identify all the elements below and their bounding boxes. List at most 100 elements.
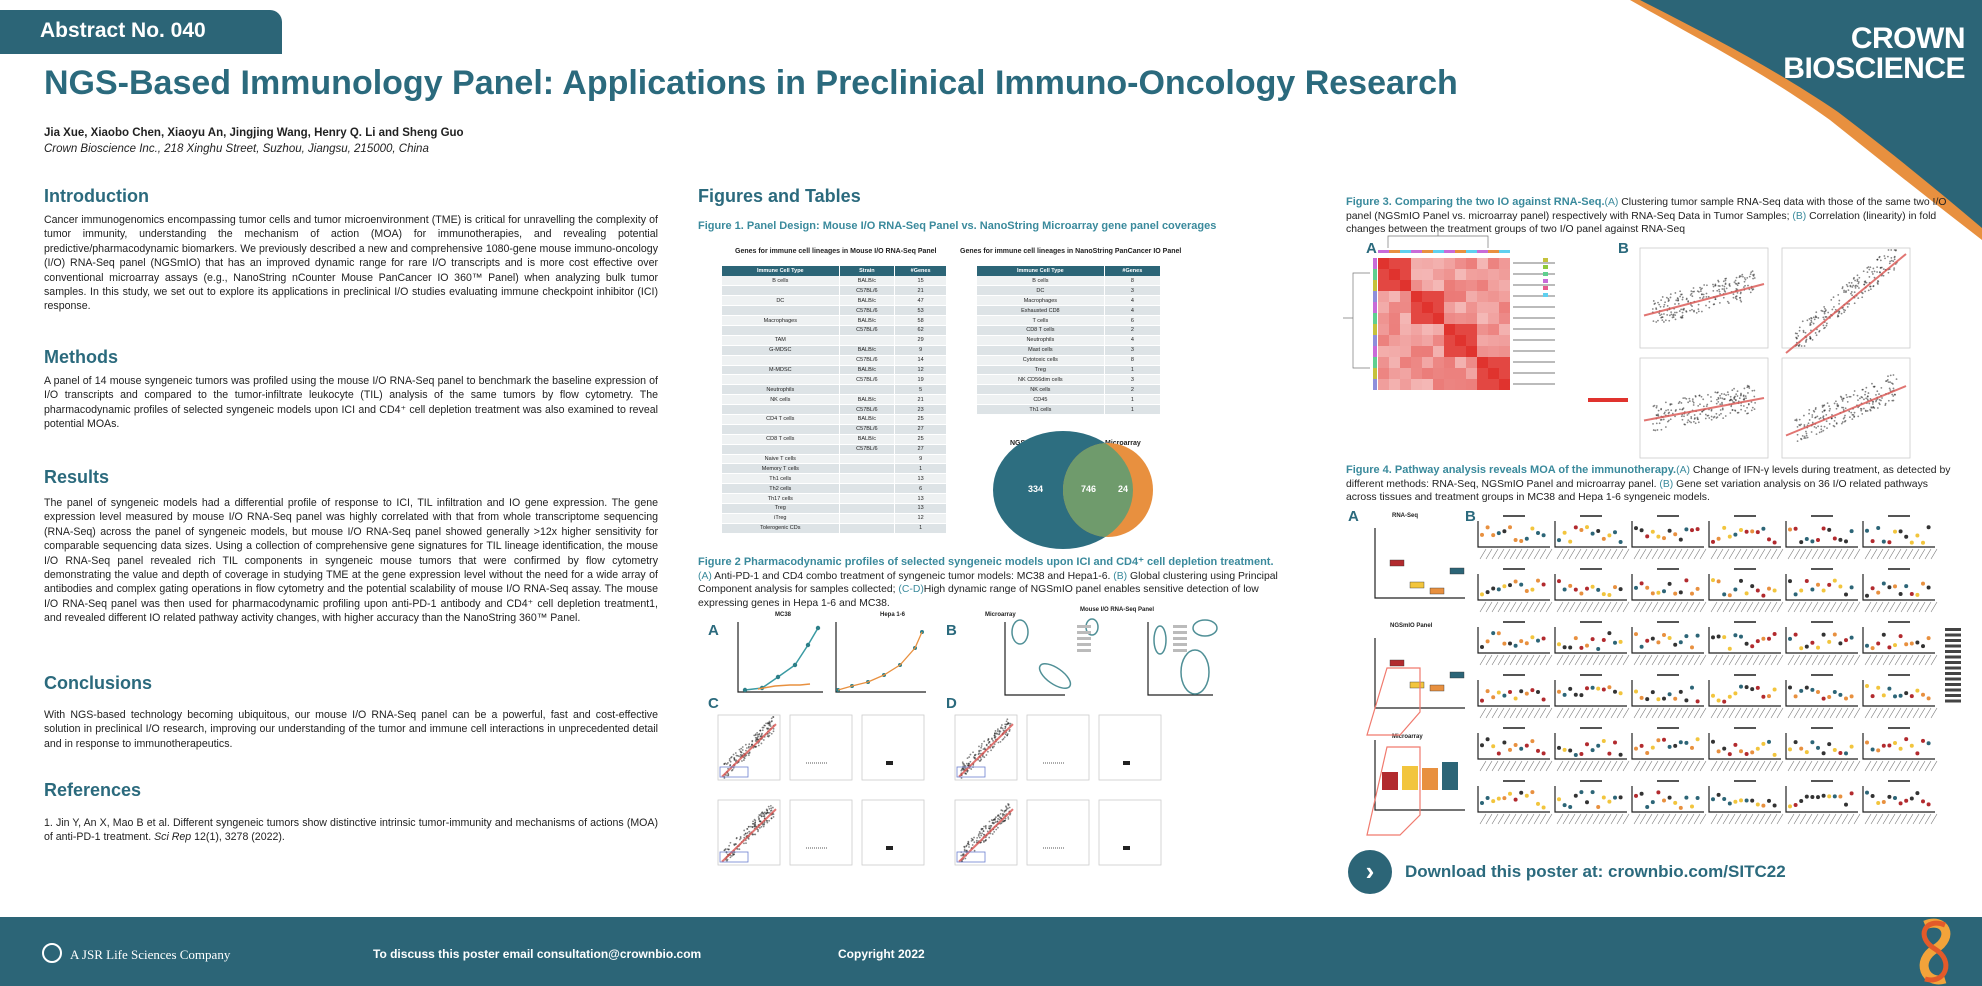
tick-label [1918, 813, 1926, 825]
axis [1477, 680, 1550, 707]
heatmap-cell [1488, 346, 1499, 357]
heatmap-cell [1466, 258, 1477, 269]
tick-label [1900, 548, 1908, 560]
scatter-point [1701, 293, 1703, 296]
scatter-point [1662, 305, 1665, 308]
subplot-title [1503, 780, 1525, 782]
plot-frame [1781, 247, 1911, 349]
scatter-point [1689, 294, 1692, 296]
scatter-point [1805, 430, 1807, 433]
tick-label [1728, 760, 1736, 772]
heatmap-cell [1455, 258, 1466, 269]
heatmap-cell [1444, 258, 1455, 269]
tick-label [1586, 601, 1594, 613]
tick-label [1888, 601, 1896, 613]
data-point [1485, 795, 1490, 800]
subplot-title [1657, 674, 1679, 676]
data-point [1804, 579, 1809, 584]
data-point [1519, 639, 1524, 644]
data-point [1590, 790, 1595, 795]
axis [1708, 680, 1781, 707]
scatter-point [1710, 418, 1713, 421]
scatter-point [997, 814, 1000, 817]
subplot-title [1811, 727, 1833, 729]
scatter-point [1800, 345, 1803, 347]
tick-label [1728, 601, 1736, 613]
scatter-point [1820, 430, 1823, 433]
scatter-point [1007, 807, 1009, 810]
column-annotation [1444, 250, 1455, 253]
scatter-point [770, 717, 773, 720]
scatter-point [1679, 316, 1682, 319]
scatter-point [1730, 405, 1733, 408]
data-point [1898, 746, 1903, 751]
download-link[interactable]: Download this poster at: crownbio.com/SI… [1405, 862, 1786, 881]
scatter-point [1840, 312, 1843, 315]
tick-label [1693, 760, 1701, 772]
scatter-point [1729, 285, 1731, 287]
scatter-point [993, 830, 996, 833]
scatter-point [1803, 424, 1806, 426]
scatter-point [987, 742, 990, 744]
scatter-point [1685, 397, 1688, 400]
scatter-point [1665, 409, 1667, 412]
data-point [1513, 643, 1518, 648]
tick-label [1864, 760, 1872, 772]
scatter-point [1701, 410, 1704, 413]
tick-label [1515, 813, 1523, 825]
tick-label [1710, 760, 1718, 772]
scatter-point [1667, 408, 1670, 411]
tick-label [1616, 707, 1624, 719]
scatter-point [1694, 422, 1697, 425]
data-point [1480, 698, 1484, 703]
contact-email[interactable]: To discuss this poster email consultatio… [373, 947, 702, 961]
heatmap-cell [1477, 324, 1488, 335]
scatter-point [960, 777, 963, 779]
scatter-point [1724, 291, 1727, 293]
scatter-point [964, 765, 967, 767]
scatter-point [1702, 398, 1705, 401]
heatmap-cell [1389, 379, 1400, 390]
crown-bioscience-logo: CROWN BIOSCIENCE [1783, 22, 1965, 85]
data-point [1662, 633, 1666, 638]
scatter-point [766, 728, 769, 730]
table-row: C57BL/6 27 [722, 444, 947, 455]
scatter-point [1724, 279, 1727, 282]
table-row: NK CD56dim cells 3 [977, 374, 1162, 386]
tick-label [1888, 654, 1896, 666]
scatter-point [980, 758, 983, 761]
scatter-point [730, 755, 733, 758]
tick-label [1906, 548, 1914, 560]
column-annotation [1455, 250, 1466, 253]
scatter-point [1706, 284, 1708, 287]
tick-label [1497, 601, 1505, 613]
tick-label [1823, 601, 1831, 613]
data-point [1772, 588, 1777, 593]
data-point [1695, 737, 1700, 742]
tick-label [1799, 601, 1807, 613]
scatter-point [1854, 286, 1857, 289]
scatter-point [1859, 397, 1861, 400]
scatter-point [1692, 404, 1695, 406]
tick-label [1509, 654, 1517, 666]
data-point [1480, 743, 1484, 748]
scatter-point [993, 736, 996, 739]
download-button[interactable]: › [1348, 850, 1392, 894]
data-point [1793, 740, 1798, 745]
scatter-point [1840, 422, 1843, 425]
heatmap-cell [1389, 280, 1400, 291]
scatter-point [964, 857, 967, 860]
tick-label [1924, 601, 1932, 613]
table-cell: 25 [894, 434, 947, 445]
tick-label [1545, 760, 1553, 772]
scatter-point [1838, 299, 1841, 302]
table-cell: 8 [1104, 276, 1162, 287]
tick-label [1870, 601, 1878, 613]
scatter-point [1742, 405, 1745, 407]
scatter-point [1845, 290, 1847, 292]
tick-label [1882, 548, 1890, 560]
scatter-point [1714, 283, 1717, 286]
scatter-point [1750, 401, 1753, 403]
scatter-point [1667, 300, 1670, 303]
axis [1708, 733, 1781, 760]
